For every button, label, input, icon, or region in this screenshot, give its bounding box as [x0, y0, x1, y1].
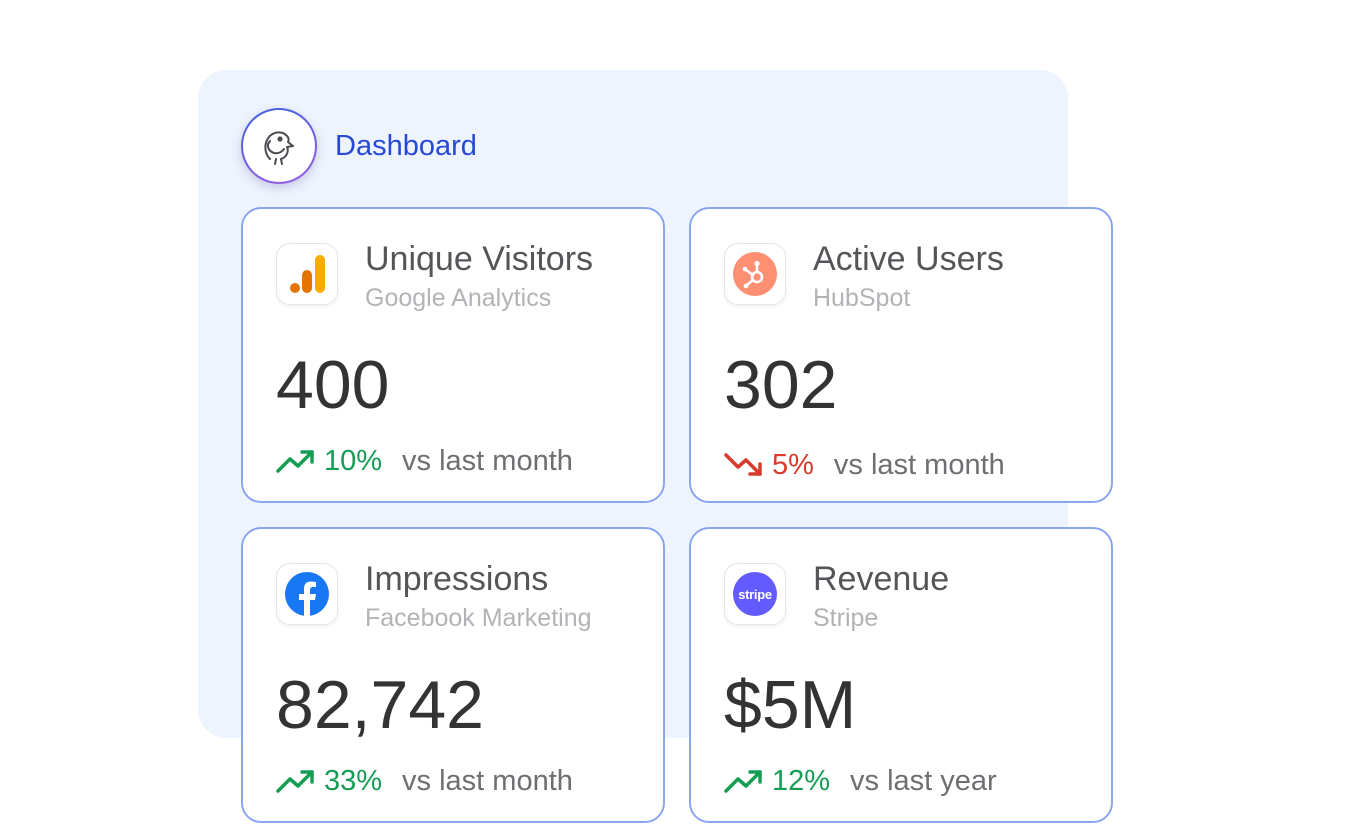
metric-value: 82,742: [276, 667, 484, 743]
comparison-label: vs last month: [402, 444, 573, 477]
metric-change: 5% vs last month: [724, 447, 1005, 483]
metric-source: Stripe: [813, 604, 879, 632]
metric-name: Active Users: [813, 240, 1004, 278]
comparison-label: vs last month: [833, 448, 1005, 481]
comparison-label: vs last month: [402, 764, 573, 797]
stripe-icon: stripe: [724, 563, 786, 625]
trending-up-icon: [276, 450, 314, 473]
google-analytics-icon: [276, 243, 338, 305]
metric-source: HubSpot: [813, 284, 911, 312]
metric-name: Unique Visitors: [365, 240, 594, 278]
metric-card-revenue[interactable]: stripe Revenue Stripe $5M 12% vs last ye…: [689, 527, 1113, 823]
comparison-label: vs last year: [850, 764, 997, 797]
facebook-icon: [276, 563, 338, 625]
change-percent: 5%: [772, 448, 814, 481]
metric-card-unique-visitors[interactable]: Unique Visitors Google Analytics 400 10%…: [241, 207, 665, 503]
metric-change: 10% vs last month: [276, 443, 573, 479]
metric-name: Impressions: [365, 560, 549, 598]
metric-card-active-users[interactable]: Active Users HubSpot 302 5% vs last mont…: [689, 207, 1113, 503]
change-percent: 12%: [772, 764, 831, 797]
metric-source: Facebook Marketing: [365, 604, 592, 632]
bird-logo-icon[interactable]: [241, 108, 317, 184]
trending-up-icon: [724, 770, 762, 793]
hubspot-icon: [724, 243, 786, 305]
metric-card-impressions[interactable]: Impressions Facebook Marketing 82,742 33…: [241, 527, 665, 823]
metric-source: Google Analytics: [365, 284, 552, 312]
trending-down-icon: [724, 453, 762, 476]
change-percent: 33%: [324, 764, 383, 797]
metric-value: 302: [724, 347, 838, 423]
change-percent: 10%: [324, 444, 383, 477]
metric-name: Revenue: [813, 560, 950, 598]
metric-change: 12% vs last year: [724, 763, 997, 799]
metric-value: $5M: [724, 667, 857, 743]
trending-up-icon: [276, 770, 314, 793]
metric-change: 33% vs last month: [276, 763, 573, 799]
stripe-logo-text: stripe: [738, 586, 772, 602]
metric-value: 400: [276, 347, 390, 423]
page-title: Dashboard: [335, 130, 477, 162]
